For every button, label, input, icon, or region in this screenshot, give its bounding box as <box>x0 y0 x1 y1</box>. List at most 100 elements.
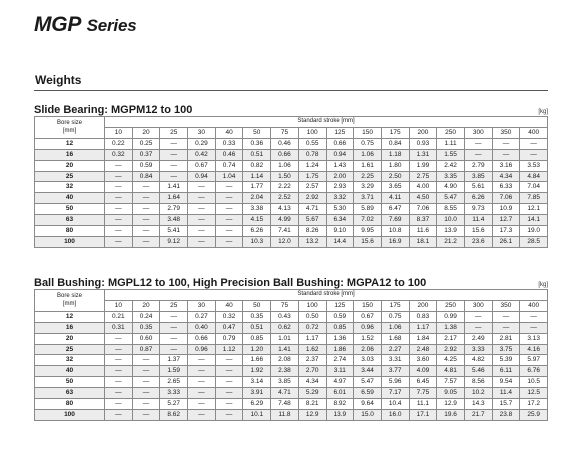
stroke-column-header: 400 <box>519 126 548 139</box>
weight-cell: 0.85 <box>325 321 355 334</box>
weight-cell: 21.2 <box>436 235 465 248</box>
weight-cell: 0.46 <box>270 137 299 150</box>
weight-cell: 11.6 <box>408 225 438 237</box>
stroke-column-header: 75 <box>270 299 299 312</box>
weight-cell: 4.16 <box>519 343 548 356</box>
table-caption: Ball Bushing: MGPL12 to 100, High Precis… <box>34 274 548 289</box>
weight-cell: 1.14 <box>242 170 272 183</box>
weight-cell: 2.75 <box>408 170 438 183</box>
weight-cell: 4.97 <box>325 376 355 389</box>
section-divider <box>34 90 548 91</box>
weight-cell: 4.34 <box>297 376 327 389</box>
weight-cell: 3.75 <box>491 343 521 356</box>
weight-cell: 4.71 <box>297 203 327 216</box>
weight-cell: 0.94 <box>187 170 216 183</box>
weight-cell: 0.84 <box>380 137 410 150</box>
weight-cell: 1.68 <box>380 332 410 345</box>
weight-cell: — <box>187 181 216 194</box>
stroke-column-header: 40 <box>214 126 244 139</box>
stroke-column-header: 300 <box>463 299 493 312</box>
weight-cell: 2.48 <box>408 343 438 356</box>
weight-cell: — <box>104 408 133 421</box>
weight-cell: 6.26 <box>242 225 272 237</box>
weight-cell: — <box>187 365 216 378</box>
weight-cell: 8.92 <box>325 398 355 410</box>
weight-cell: 1.11 <box>436 137 465 150</box>
bore-size-cell: 50 <box>34 376 105 389</box>
standard-stroke-header: Standard stroke [mm] <box>104 289 548 301</box>
weight-cell: — <box>214 225 244 237</box>
weight-cell: 4.09 <box>408 365 438 378</box>
weight-cell: 17.2 <box>519 398 548 410</box>
weight-cell: 1.92 <box>242 365 272 378</box>
weight-cell: 11.8 <box>270 408 299 421</box>
weight-cell: 0.47 <box>214 321 244 334</box>
weight-cell: 7.06 <box>491 192 521 205</box>
weight-cell: — <box>519 321 548 334</box>
table-title: Ball Bushing: MGPL12 to 100, High Precis… <box>34 277 427 289</box>
weight-cell: 13.9 <box>325 408 355 421</box>
weight-cell: 0.31 <box>104 321 133 334</box>
weight-cell: 2.93 <box>325 181 355 194</box>
weight-cell: 3.31 <box>380 354 410 367</box>
bore-size-cell: 100 <box>34 408 105 421</box>
weight-cell: 5.47 <box>436 192 465 205</box>
weight-cell: — <box>187 354 216 367</box>
bore-size-header-unit: [mm] <box>62 301 77 308</box>
weight-cell: — <box>104 398 133 410</box>
bore-size-cell: 20 <box>34 159 105 172</box>
weight-cell: 12.7 <box>491 214 521 227</box>
weight-cell: — <box>463 137 493 150</box>
table-row: 32— —1.41— —1.77 2.22 2.57 2.93 3.29 3.65 4.00 4.… <box>34 181 548 194</box>
bore-size-header-label: Bore size <box>56 120 82 127</box>
weight-cell: 7.17 <box>380 387 410 400</box>
weight-cell: 1.52 <box>353 332 382 345</box>
weight-cell: — <box>104 159 133 172</box>
table-row: 12 0.21 0.24—0.27 0.32 0.35 0.43 0.50 0.59 0.67 0… <box>34 310 548 323</box>
weight-cell: 3.65 <box>380 181 410 194</box>
weight-cell: 2.65 <box>159 376 189 389</box>
bore-size-cell: 63 <box>34 214 105 227</box>
weight-cell: — <box>104 365 133 378</box>
weight-cell: 1.41 <box>159 181 189 194</box>
weight-cell: 7.02 <box>353 214 382 227</box>
weight-cell: 12.9 <box>297 408 327 421</box>
weight-cell: 1.59 <box>159 365 189 378</box>
bore-size-cell: 32 <box>34 354 105 367</box>
weight-cell: 1.17 <box>297 332 327 345</box>
weight-cell: — <box>519 137 548 150</box>
weight-cell: 3.33 <box>159 387 189 400</box>
stroke-column-header: 300 <box>463 126 493 139</box>
bore-size-cell: 20 <box>34 332 105 345</box>
weight-cell: 0.83 <box>408 310 438 323</box>
weight-cell: 1.86 <box>325 343 355 356</box>
stroke-header-row: 10 20 25 30 40 50 75 100 125 150 175 200 250 300 350 40… <box>35 299 548 312</box>
weight-cell: 17.1 <box>408 408 438 421</box>
weight-cell: 8.37 <box>408 214 438 227</box>
weight-cell: 4.81 <box>436 365 465 378</box>
bore-size-cell: 16 <box>34 148 105 161</box>
weight-cell: — <box>187 398 216 410</box>
weight-cell: 6.59 <box>353 387 382 400</box>
weight-cell: 3.60 <box>408 354 438 367</box>
weight-cell: — <box>131 376 161 389</box>
stroke-column-header: 150 <box>353 126 382 139</box>
weight-cell: — <box>159 321 189 334</box>
weight-cell: 10.8 <box>380 225 410 237</box>
weight-cell: 8.21 <box>297 398 327 410</box>
weight-cell: 6.01 <box>325 387 355 400</box>
bore-size-cell: 80 <box>34 225 105 237</box>
weight-cell: 1.66 <box>242 354 272 367</box>
weight-cell: 0.22 <box>104 137 133 150</box>
table-title: Slide Bearing: MGPM12 to 100 <box>34 104 193 116</box>
weight-cell: 0.59 <box>131 159 161 172</box>
stroke-column-header: 200 <box>408 299 438 312</box>
weight-cell: — <box>131 203 161 216</box>
weight-cell: 2.08 <box>270 354 299 367</box>
weight-cell: 0.36 <box>242 137 272 150</box>
table-row: 25—0.87—0.96 1.12 1.20 1.41 1.62 1.86 2.06 2.27… <box>34 343 548 356</box>
weight-cell: 4.13 <box>270 203 299 216</box>
weight-cell: 2.52 <box>270 192 299 205</box>
weights-section-header: Weights <box>34 73 548 91</box>
weight-cell: 12.9 <box>436 398 465 410</box>
